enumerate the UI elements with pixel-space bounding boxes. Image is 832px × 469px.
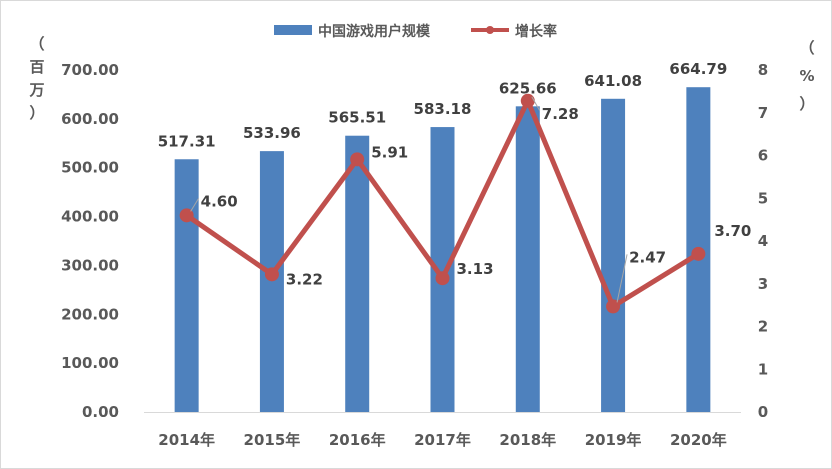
left-axis-unit: （ 百万 ） [28,35,44,122]
line-marker [350,152,365,167]
right-tick-label: 2 [758,318,768,336]
bar [601,98,626,413]
bar [174,159,199,412]
legend-label-bar: 中国游戏用户规模 [318,23,431,40]
line-label-leader [531,96,541,112]
x-tick-label: 2020年 [670,431,727,449]
right-tick-label: 0 [758,403,768,421]
line-label-leader [190,198,200,212]
bar-value-label: 664.79 [669,60,727,78]
left-tick-label: 100.00 [61,354,119,372]
left-tick-label: 300.00 [61,256,119,274]
x-tick-label: 2015年 [244,431,301,449]
line-value-label: 7.28 [542,105,579,123]
left-tick-label: 0.00 [82,403,119,421]
right-unit-char: ） [799,95,814,113]
bar-value-label: 533.96 [243,124,301,142]
line-series [179,93,706,314]
left-unit-char: 万 [28,81,44,99]
legend-label-line: 增长率 [515,23,557,40]
x-tick-label: 2017年 [414,431,471,449]
bar [345,135,370,412]
line-value-label: 5.91 [371,143,408,161]
line-value-label: 3.13 [457,260,494,278]
left-unit-char: 百 [29,58,44,76]
bar [259,151,284,412]
right-tick-label: 1 [758,360,768,378]
line-value-label: 3.22 [286,270,323,288]
line-marker [606,299,621,314]
line-marker [691,246,706,261]
left-tick-label: 600.00 [61,110,119,128]
bar-value-label: 583.18 [414,100,472,118]
left-tick-label: 400.00 [61,208,119,226]
right-tick-label: 5 [758,189,768,207]
line-label-leader [616,254,628,303]
right-tick-label: 3 [758,275,768,293]
x-tick-label: 2016年 [329,431,386,449]
right-axis-ticks: 0 1 2 3 4 5 6 7 8 [758,61,768,421]
right-unit-char: % [799,67,814,85]
left-tick-label: 700.00 [61,61,119,79]
left-tick-label: 500.00 [61,159,119,177]
line-marker [435,271,450,286]
right-tick-label: 4 [758,232,768,250]
right-axis-unit: （% ） [799,39,814,113]
line-value-label: 2.47 [629,248,666,266]
bar [515,106,540,412]
line-value-label: 4.60 [201,192,238,210]
bar-data-labels: 517.31 533.96 565.51 583.18 625.66 641.08 664.… [158,60,728,150]
legend-swatch-bar [274,25,312,35]
left-tick-label: 200.00 [61,305,119,323]
legend: 中国游戏用户规模 增长率 [274,23,557,40]
legend-swatch-marker [486,26,494,34]
line-marker [179,208,194,223]
left-axis-ticks: 0.00 100.00 200.00 300.00 400.00 500.00 600.00… [61,61,119,421]
x-axis-ticks: 2014年 2015年 2016年 2017年 2018年 2019年 2020年 [158,431,726,449]
line-data-labels: 4.60 3.22 5.91 3.13 7.28 2.47 3.70 [190,96,751,303]
right-unit-char: （ [799,39,814,57]
bar-value-label: 565.51 [328,109,386,127]
left-unit-char: （ [29,35,44,53]
x-tick-label: 2014年 [158,431,215,449]
bar-series [174,87,711,413]
right-tick-label: 7 [758,104,768,122]
line-value-label: 3.70 [714,222,751,240]
bar-value-label: 517.31 [158,132,216,150]
right-tick-label: 6 [758,147,768,165]
bar-value-label: 625.66 [499,79,557,97]
line-marker [520,93,535,108]
left-unit-char: ） [29,104,44,122]
right-tick-label: 8 [758,61,768,79]
bar-value-label: 641.08 [584,72,642,90]
x-tick-label: 2019年 [585,431,642,449]
x-tick-label: 2018年 [499,431,556,449]
line-marker [264,267,279,282]
